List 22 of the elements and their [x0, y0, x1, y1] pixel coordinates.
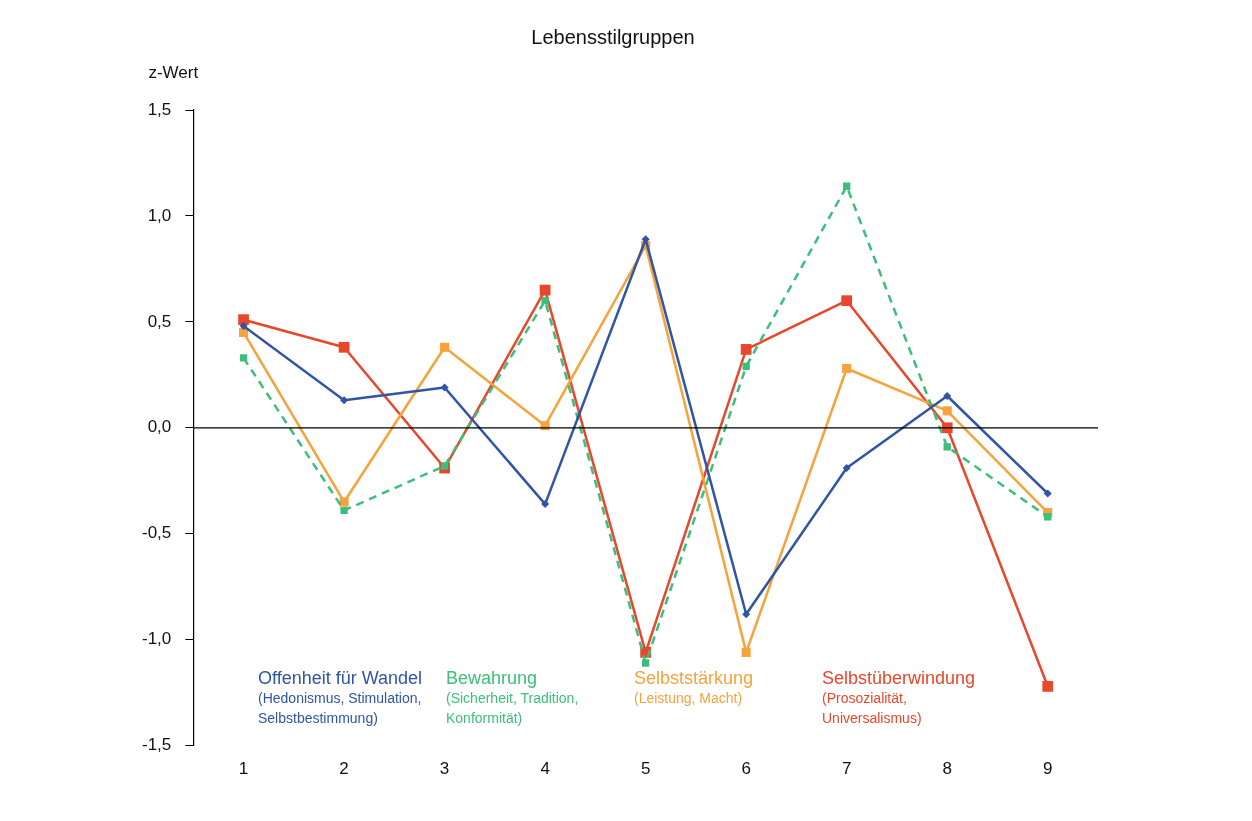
chart-title: Lebensstilgruppen	[531, 25, 695, 48]
y-tick-label: 1,5	[147, 99, 172, 119]
text: Offenheit für Wandel (Hedonismus, Stimulation, Selbstbestimmung)	[258, 668, 424, 728]
y-tick-label: -1,0	[142, 629, 172, 649]
y-axis-title: z-Wert	[148, 63, 199, 83]
y-tick-label: -1,5	[142, 735, 172, 755]
x-tick-label: 3	[439, 759, 450, 779]
x-tick-label: 6	[741, 759, 751, 779]
y-tick-label: 0,0	[147, 417, 172, 437]
y-tick-label: -0,5	[142, 523, 172, 543]
x-tick-label: 9	[1043, 759, 1053, 779]
x-tick-label: 1	[238, 759, 249, 779]
x-tick-label: 5	[640, 759, 651, 779]
x-tick-label: 2	[339, 759, 349, 779]
y-tick-label: 0,5	[147, 311, 172, 331]
y-tick-label: 1,0	[147, 205, 172, 225]
text: Bewahrung (Sicherheit, Tradition, Konformität)	[446, 668, 580, 728]
x-tick-label: 7	[841, 759, 852, 779]
x-tick-label: 4	[540, 759, 550, 779]
x-tick-label: 8	[942, 759, 952, 779]
series-label: Selbststärkung (Leistung, Macht)	[634, 668, 755, 708]
text: Selbstüberwindung (Prosozialität, Universalismus)	[822, 668, 977, 728]
